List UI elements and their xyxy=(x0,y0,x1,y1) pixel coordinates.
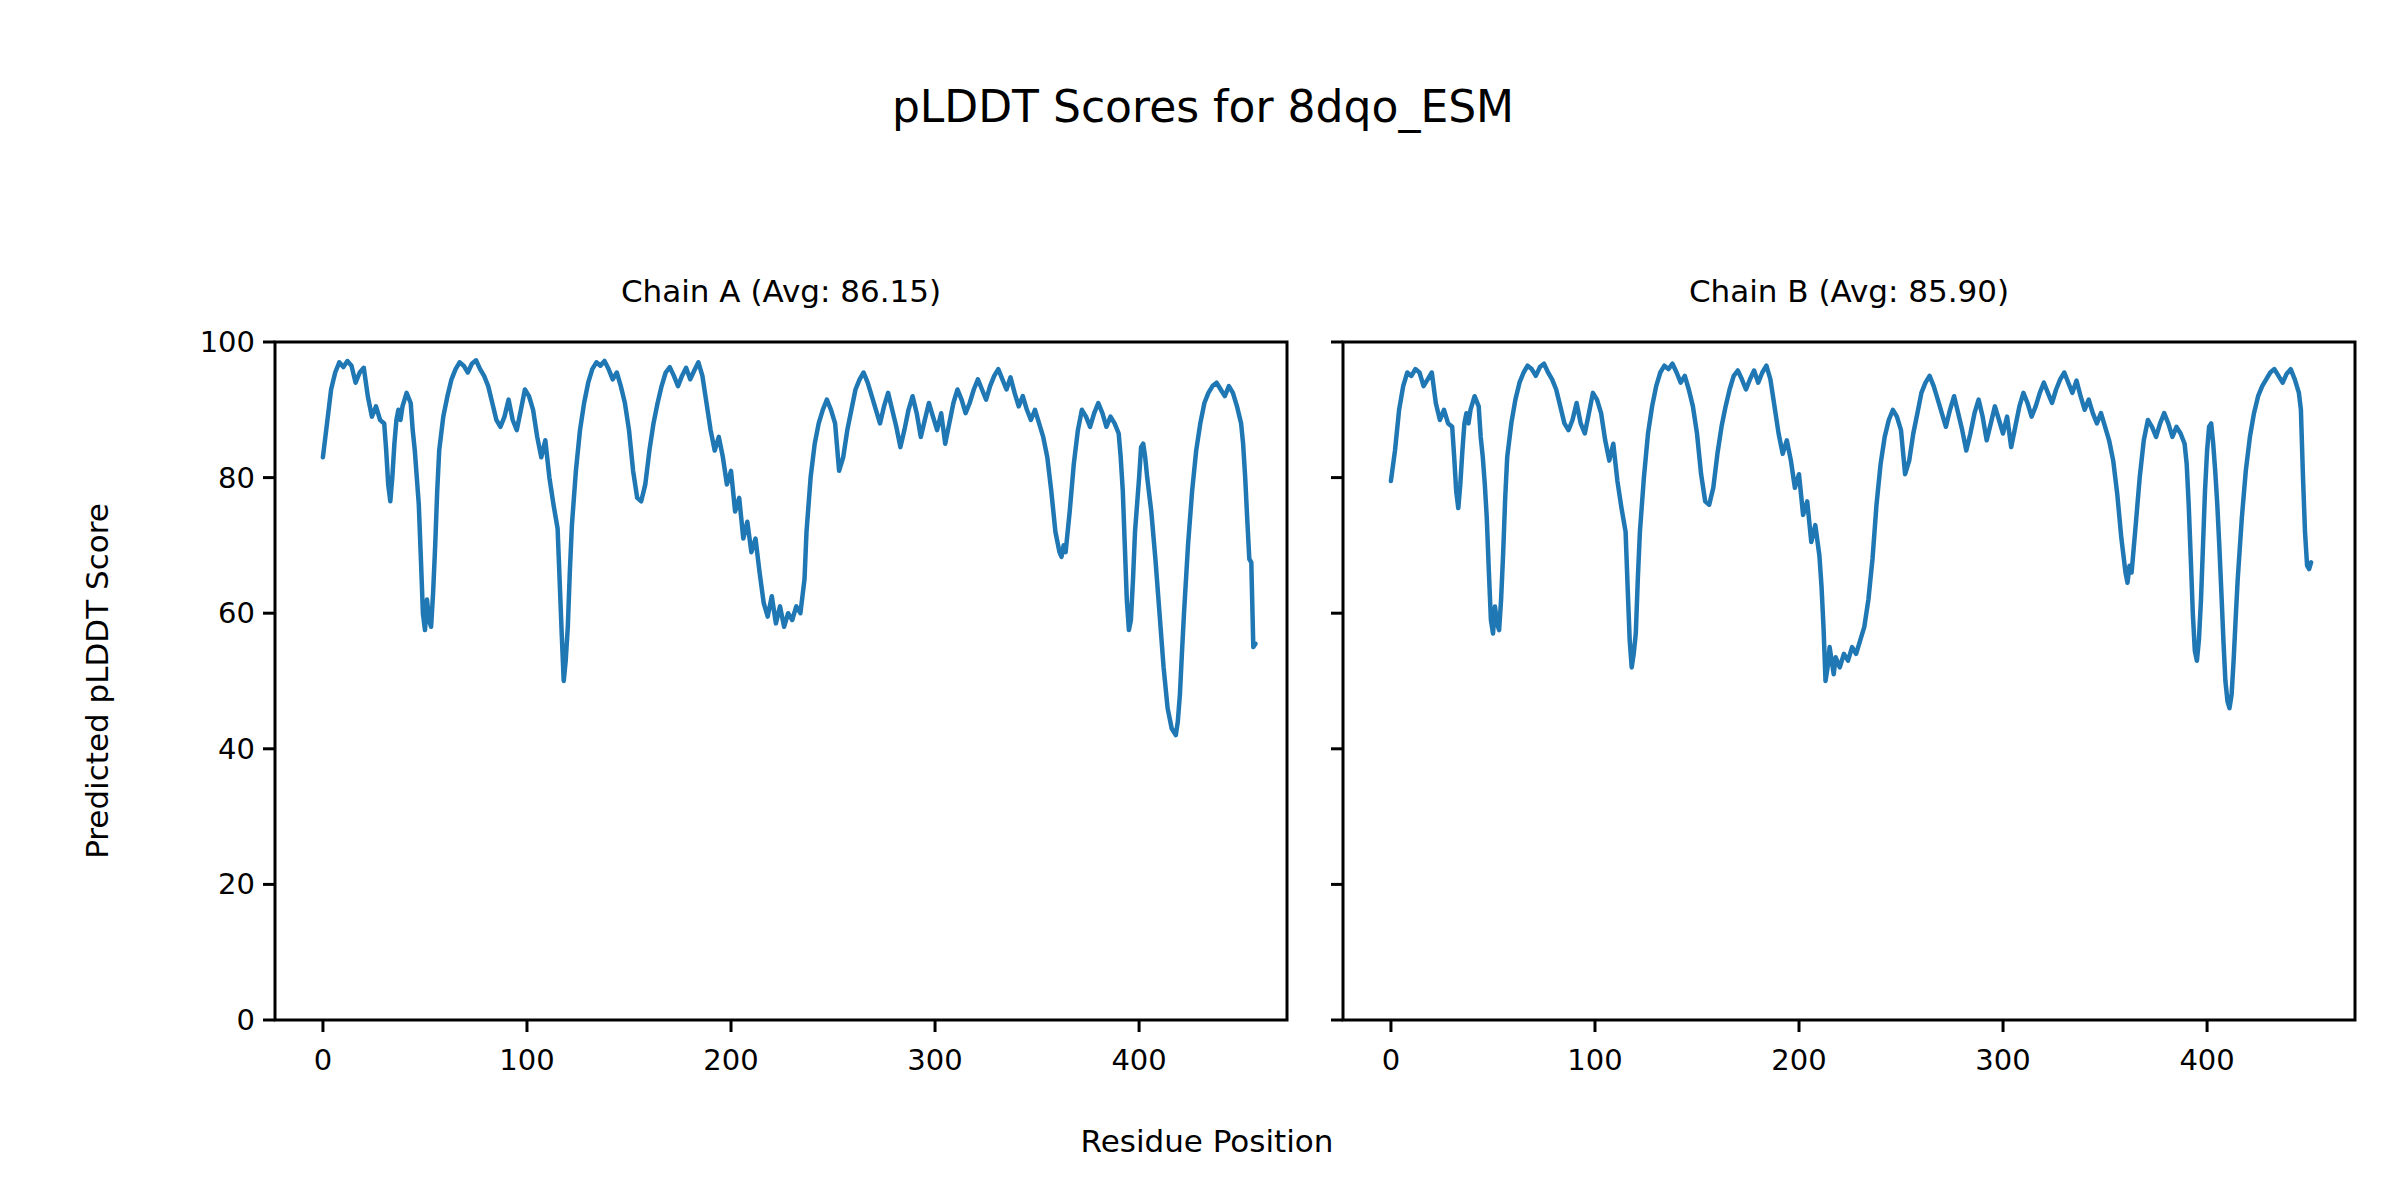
plddt-figure: pLDDT Scores for 8dqo_ESM Chain A (Avg: … xyxy=(0,0,2400,1200)
x-tick-label: 0 xyxy=(1382,1043,1400,1077)
x-tick-label: 0 xyxy=(314,1043,332,1077)
y-tick-label: 20 xyxy=(218,867,255,901)
x-tick-label: 200 xyxy=(1771,1043,1826,1077)
y-tick-label: 100 xyxy=(200,325,255,359)
y-axis-label: Predicted pLDDT Score xyxy=(79,503,115,859)
y-tick-label: 80 xyxy=(218,461,255,495)
figure-title: pLDDT Scores for 8dqo_ESM xyxy=(892,81,1514,133)
x-tick-label: 100 xyxy=(499,1043,554,1077)
x-tick-label: 400 xyxy=(1111,1043,1166,1077)
subplot-title-chain-b: Chain B (Avg: 85.90) xyxy=(1689,273,2009,309)
x-tick-label: 300 xyxy=(1975,1043,2030,1077)
figure-svg: pLDDT Scores for 8dqo_ESM Chain A (Avg: … xyxy=(0,0,2400,1200)
x-tick-label: 300 xyxy=(907,1043,962,1077)
y-tick-label: 60 xyxy=(218,596,255,630)
y-tick-label: 40 xyxy=(218,732,255,766)
x-tick-label: 200 xyxy=(703,1043,758,1077)
x-axis-label: Residue Position xyxy=(1081,1123,1334,1159)
subplot-title-chain-a: Chain A (Avg: 86.15) xyxy=(621,273,941,309)
x-tick-label: 100 xyxy=(1567,1043,1622,1077)
x-tick-label: 400 xyxy=(2179,1043,2234,1077)
y-tick-label: 0 xyxy=(237,1003,255,1037)
